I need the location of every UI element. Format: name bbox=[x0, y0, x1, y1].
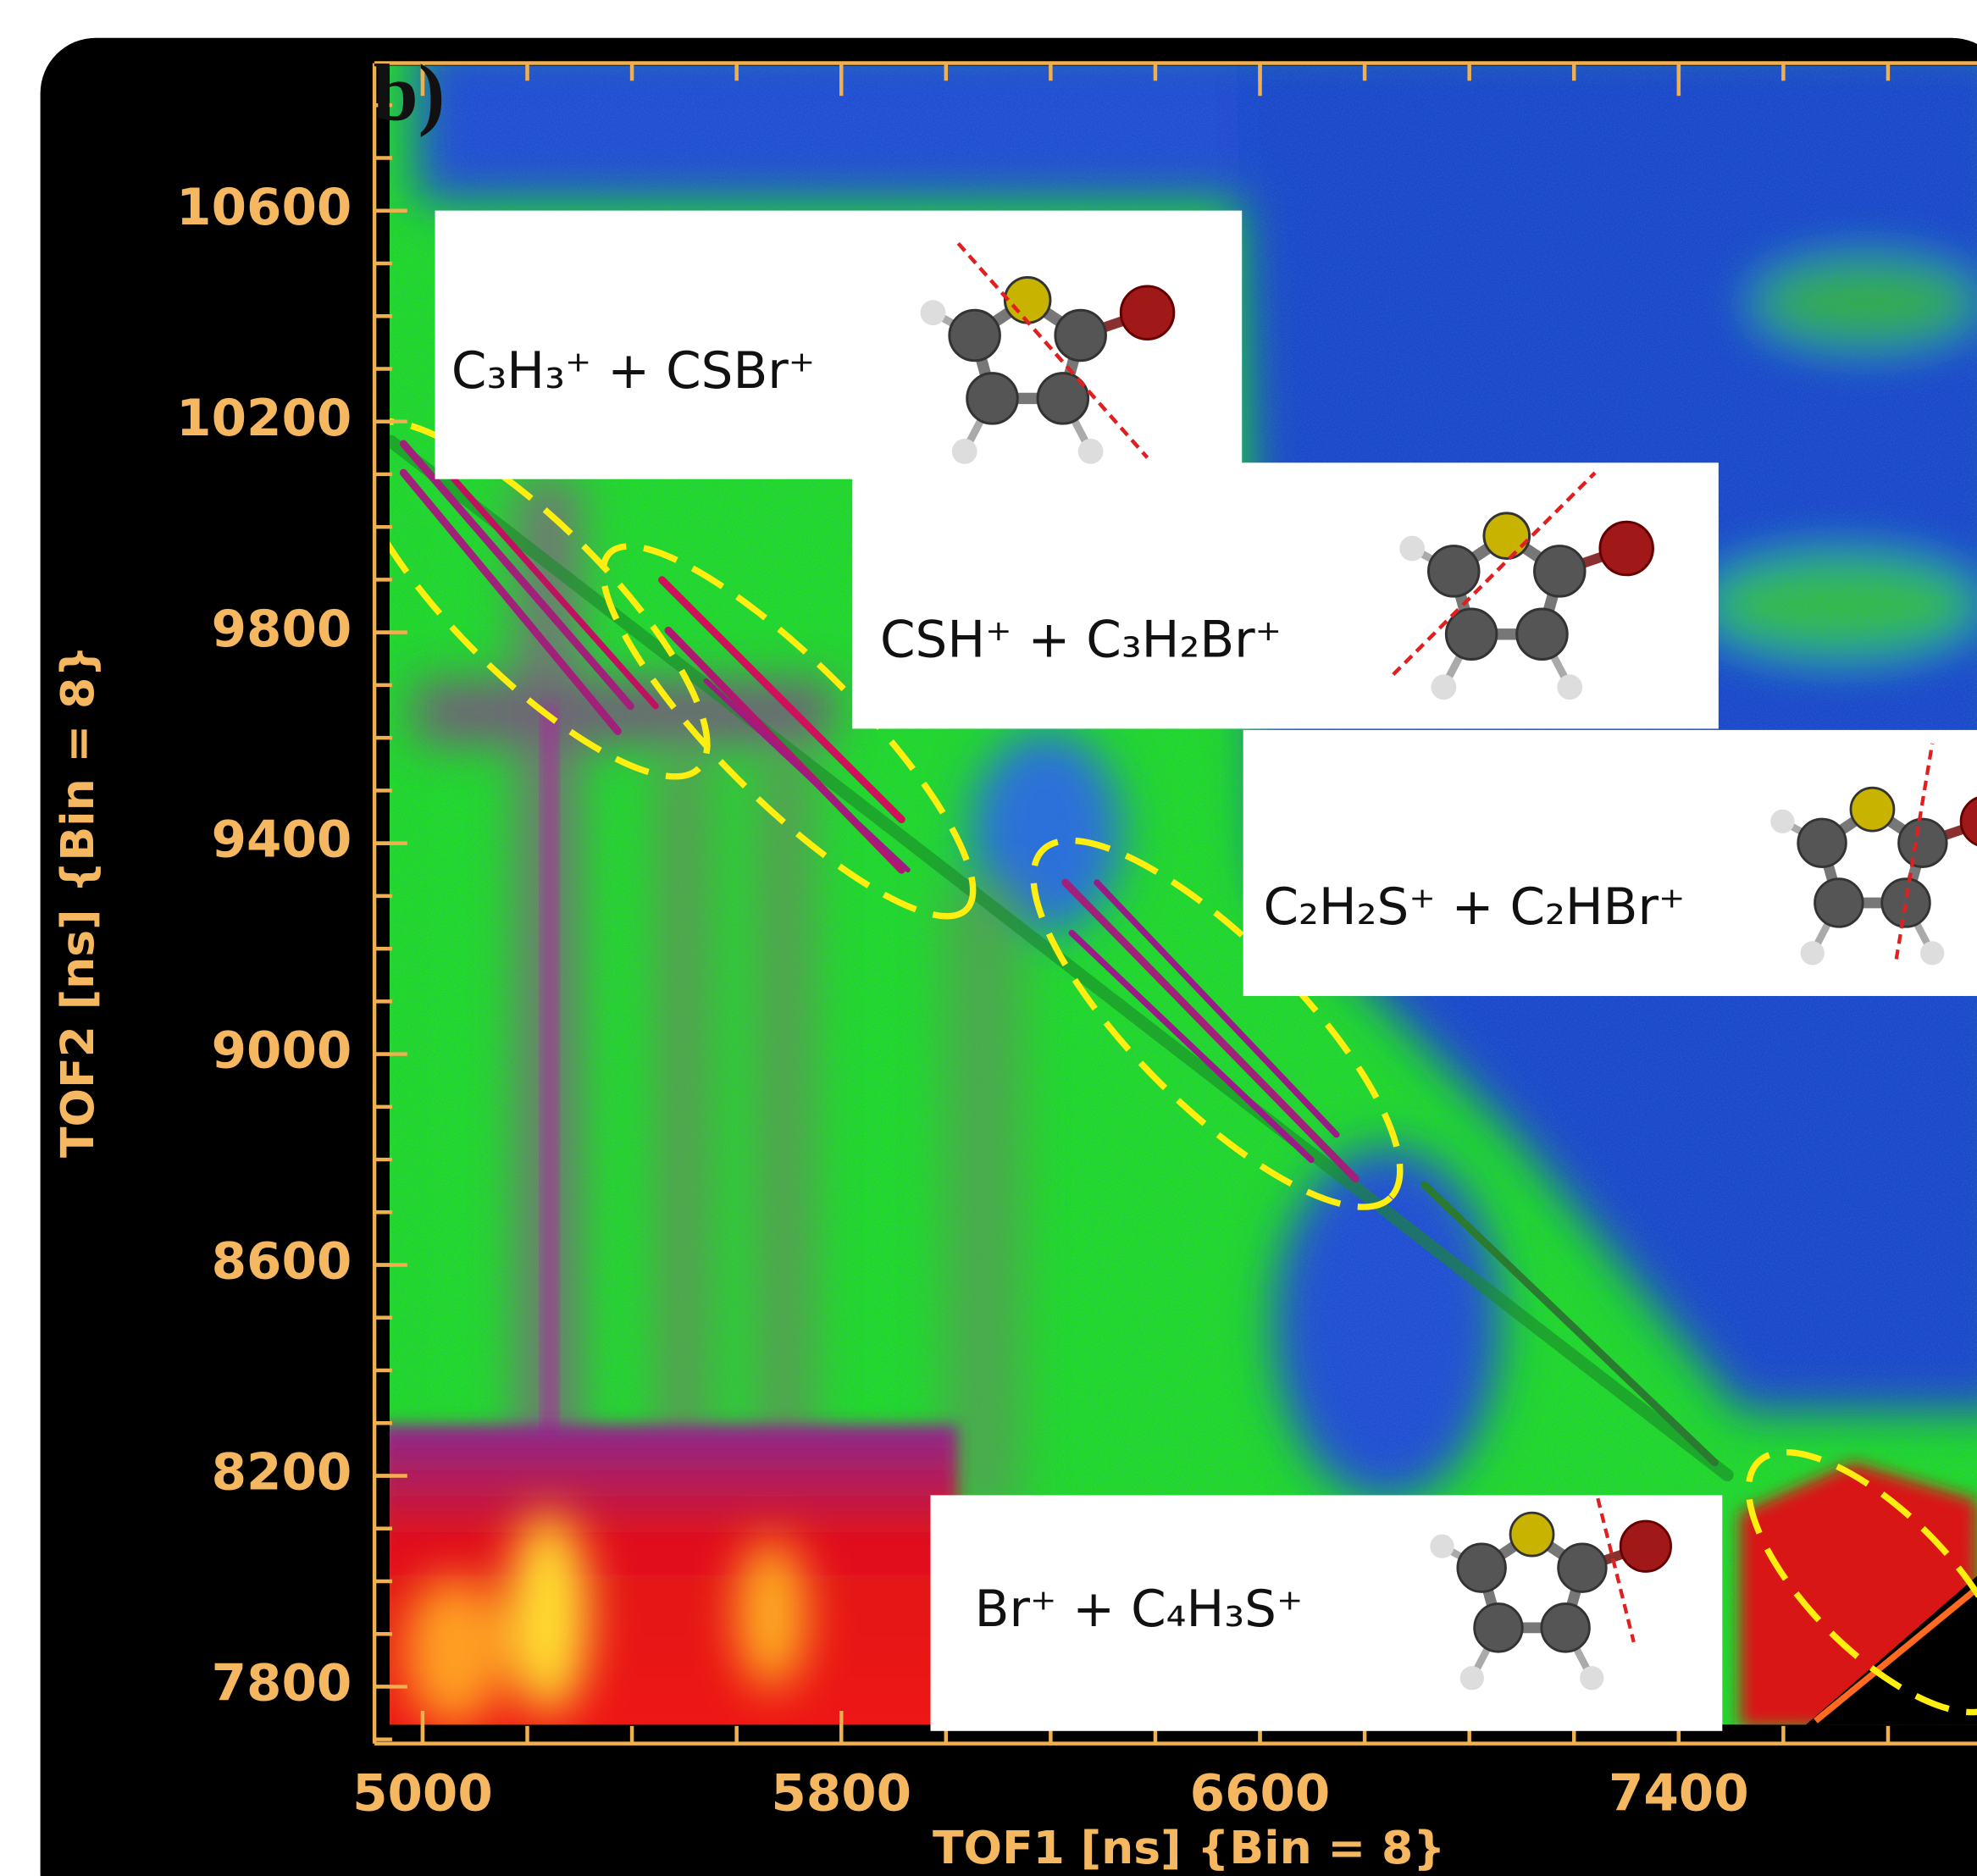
atom-c bbox=[967, 374, 1018, 424]
atom-s bbox=[1005, 278, 1050, 324]
atom-c bbox=[1542, 1604, 1590, 1652]
atom-c bbox=[1882, 879, 1930, 927]
atom-c bbox=[1899, 819, 1947, 867]
atom-c bbox=[1458, 1544, 1506, 1592]
y-axis-title: TOF2 [ns] {Bin = 8} bbox=[51, 645, 104, 1158]
atom-h bbox=[1431, 674, 1456, 700]
chart: C₃H₃⁺ + CSBr⁺ CSH⁺ + C₃H₂Br⁺ C₂H₂S⁺ + C₂… bbox=[0, 0, 1977, 1876]
atom-h bbox=[1920, 941, 1944, 965]
x-tick-label: 5000 bbox=[352, 1764, 493, 1823]
x-tick-label: 5800 bbox=[771, 1764, 911, 1823]
atom-c bbox=[950, 310, 1000, 361]
atom-c bbox=[1535, 546, 1586, 597]
annotation: Br⁺ + C₄H₃S⁺ bbox=[975, 1580, 1304, 1639]
y-tick-label: 10200 bbox=[176, 390, 352, 448]
annotation-box bbox=[852, 462, 1719, 728]
x-tick-label: 7400 bbox=[1609, 1764, 1749, 1823]
atom-s bbox=[1851, 788, 1894, 831]
atom-br bbox=[1620, 1521, 1670, 1571]
atom-c bbox=[1517, 609, 1568, 660]
atom-h bbox=[1801, 941, 1825, 965]
atom-s bbox=[1510, 1513, 1553, 1556]
atom-c bbox=[1055, 310, 1106, 361]
atom-c bbox=[1798, 819, 1847, 867]
x-axis-title: TOF1 [ns] {Bin = 8} bbox=[933, 1821, 1445, 1874]
atom-br bbox=[1600, 522, 1653, 575]
annotation: CSH⁺ + C₃H₂Br⁺ bbox=[880, 611, 1282, 669]
x-tick-label: 6600 bbox=[1190, 1764, 1331, 1823]
atom-h bbox=[1460, 1666, 1484, 1690]
atom-h bbox=[1430, 1535, 1454, 1558]
atom-h bbox=[1399, 536, 1425, 562]
atom-br bbox=[1121, 286, 1174, 340]
y-tick-label: 9400 bbox=[212, 811, 352, 870]
atom-h bbox=[921, 300, 946, 325]
annotation: C₃H₃⁺ + CSBr⁺ bbox=[451, 342, 815, 401]
atom-h bbox=[952, 439, 977, 464]
annotation-box bbox=[1243, 730, 1977, 996]
atom-c bbox=[1475, 1604, 1523, 1652]
atom-h bbox=[1078, 439, 1104, 464]
atom-h bbox=[1557, 674, 1582, 700]
atom-s bbox=[1484, 513, 1530, 559]
atom-c bbox=[1815, 879, 1863, 927]
y-tick-label: 9000 bbox=[212, 1022, 352, 1081]
y-tick-label: 10600 bbox=[176, 179, 352, 237]
annotation: C₂H₂S⁺ + C₂HBr⁺ bbox=[1263, 878, 1685, 937]
y-tick-label: 9800 bbox=[212, 600, 352, 659]
atom-h bbox=[1580, 1666, 1603, 1690]
y-tick-label: 8600 bbox=[212, 1233, 352, 1292]
y-tick-label: 8200 bbox=[212, 1444, 352, 1502]
atom-c bbox=[1428, 546, 1479, 597]
atom-h bbox=[1770, 810, 1794, 833]
atom-c bbox=[1559, 1544, 1607, 1592]
panel-label: b) bbox=[374, 47, 446, 137]
y-tick-label: 7800 bbox=[212, 1655, 352, 1713]
